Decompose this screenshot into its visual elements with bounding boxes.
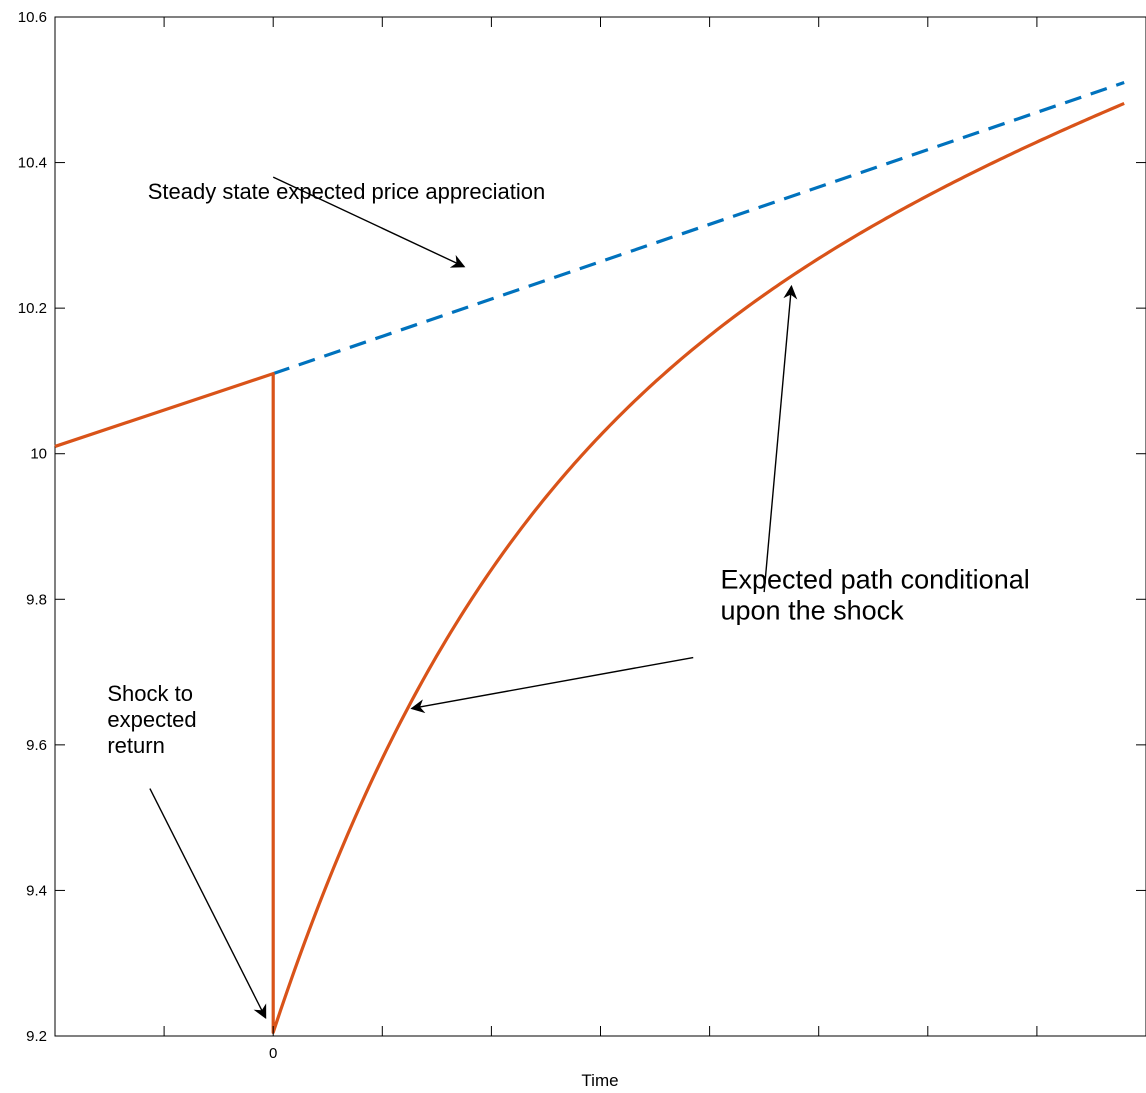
plot-area: 0 9.2 9.4 9.6 9.8 10 10.2 10.4 10.6 Steady state… [18, 9, 1146, 1062]
x-axis-label: Time [581, 1071, 618, 1090]
annotation-line: expected [107, 707, 196, 732]
series-steady-state-line [272, 80, 1125, 376]
annotation-line: Shock to [107, 681, 193, 706]
ticks-layer: 0 9.2 9.4 9.6 9.8 10 10.2 10.4 10.6 [18, 9, 1146, 1062]
annotation-text: Shock to expected return [107, 681, 196, 758]
annotation-arrow [272, 176, 466, 268]
annotation-text: Steady state expected price appreciation [148, 179, 545, 204]
annotation-line: Steady state expected price appreciation [148, 179, 545, 204]
annotation-arrow [149, 788, 267, 1020]
y-tick-label: 10.6 [18, 9, 47, 26]
annotation-arrow [763, 284, 798, 593]
annotation-line: return [107, 733, 164, 758]
annotation-layer: Steady state expected price appreciation… [107, 176, 1030, 1020]
y-tick-label: 10.2 [18, 300, 47, 317]
x-tick-label: 0 [269, 1045, 277, 1062]
plot-frame [54, 16, 1146, 1037]
y-tick-label: 10.4 [18, 155, 47, 172]
series-expected-path-line [54, 101, 1125, 1034]
annotation-line: Expected path conditional [721, 564, 1030, 594]
y-tick-label: 9.2 [26, 1028, 47, 1045]
y-tick-label: 9.6 [26, 737, 47, 754]
series-layer [54, 80, 1125, 1034]
y-tick-label: 9.8 [26, 591, 47, 608]
annotation-line: upon the shock [721, 595, 905, 625]
annotation-text: Expected path conditional upon the shock [721, 564, 1030, 625]
y-tick-label: 10 [30, 446, 47, 463]
annotation-arrow [410, 656, 694, 714]
y-tick-label: 9.4 [26, 882, 47, 899]
